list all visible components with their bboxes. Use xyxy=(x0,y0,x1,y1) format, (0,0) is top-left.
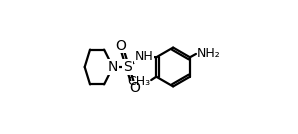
Text: S: S xyxy=(123,60,132,74)
Text: NH: NH xyxy=(134,50,153,63)
Text: N: N xyxy=(108,60,118,74)
Text: NH₂: NH₂ xyxy=(196,47,220,60)
Text: CH₃: CH₃ xyxy=(128,75,151,88)
Text: O: O xyxy=(115,39,126,53)
Text: O: O xyxy=(129,81,140,95)
